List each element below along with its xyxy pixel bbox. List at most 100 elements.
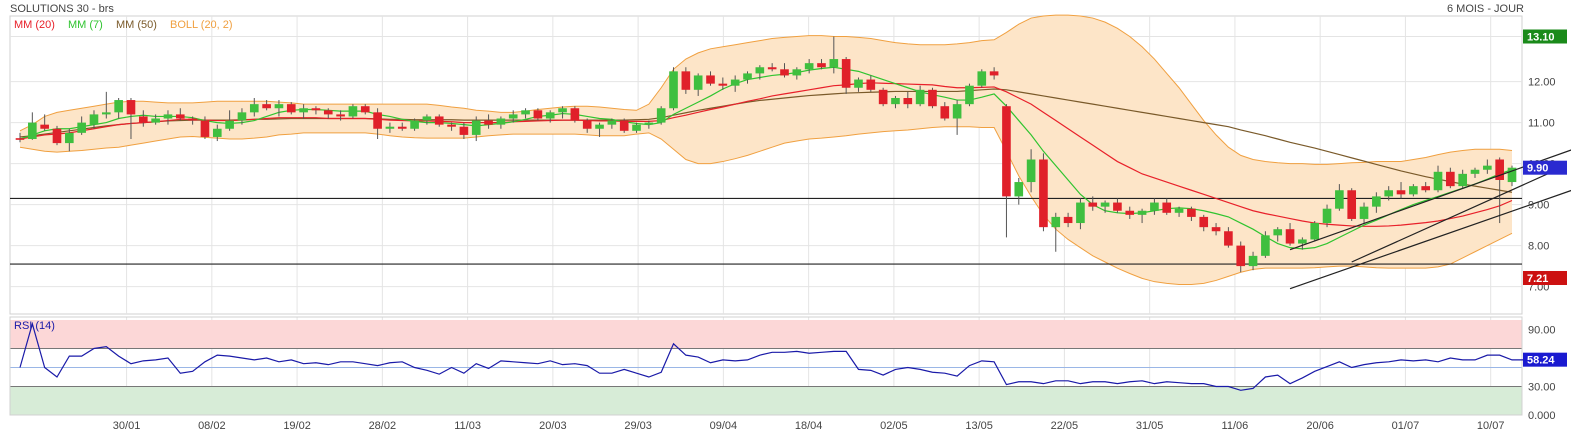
rsi-overbought-zone <box>10 320 1522 349</box>
candle-body <box>570 108 580 121</box>
rsi-oversold-zone <box>10 386 1522 415</box>
candle-body <box>1446 171 1455 187</box>
x-tick-label: 09/04 <box>710 420 738 432</box>
candle-body <box>422 116 432 121</box>
bollinger-band <box>19 14 1513 286</box>
candle-body <box>780 69 789 76</box>
candle-body <box>558 108 567 113</box>
candle-body <box>854 79 863 88</box>
candle-body <box>385 126 395 129</box>
candle-body <box>1174 208 1184 213</box>
x-tick-label: 11/06 <box>1222 420 1249 432</box>
candle-body <box>138 116 148 123</box>
candle-body <box>1248 255 1258 267</box>
legend-boll: BOLL (20, 2) <box>170 19 233 31</box>
candle-body <box>1507 167 1517 183</box>
candle-body <box>1063 216 1073 224</box>
trend-line <box>1289 189 1571 290</box>
candle-body <box>1384 190 1394 197</box>
candle-body <box>1002 106 1011 197</box>
ma50-line <box>19 88 1513 193</box>
candle-body <box>1347 190 1357 219</box>
candle-body <box>619 120 629 131</box>
x-tick-label: 20/06 <box>1306 420 1334 432</box>
candle-body <box>1150 202 1159 211</box>
candle-body <box>952 104 962 119</box>
x-tick-label: 29/03 <box>624 420 652 432</box>
price-tag-label: 7.21 <box>1527 273 1548 285</box>
x-tick-label: 02/05 <box>880 420 908 432</box>
x-tick-label: 31/05 <box>1136 420 1164 432</box>
candle-body <box>28 122 37 139</box>
candle-body <box>977 71 987 86</box>
candle-body <box>459 126 469 135</box>
candle-body <box>1162 202 1172 213</box>
price-tag <box>1523 270 1567 285</box>
candle-body <box>1236 245 1246 267</box>
candle-body <box>200 120 210 137</box>
trend-lines <box>1289 149 1571 290</box>
candle-body <box>1076 202 1085 224</box>
price-frame <box>9 15 1523 315</box>
rsi-value-label: 58.24 <box>1527 355 1555 367</box>
candle-body <box>1495 159 1504 180</box>
candle-body <box>311 108 321 111</box>
candle-body <box>817 63 826 68</box>
x-tick-label: 08/02 <box>198 420 226 432</box>
candle-body <box>582 120 592 129</box>
candle-body <box>151 118 160 123</box>
candle-body <box>410 120 419 129</box>
candle-body <box>1359 206 1369 219</box>
rsi-frame <box>9 316 1523 416</box>
candle-body <box>989 71 999 76</box>
candle-body <box>1014 182 1024 197</box>
candle-body <box>1322 208 1332 224</box>
candle-body <box>126 100 136 115</box>
x-tick-label: 01/07 <box>1392 420 1420 432</box>
candle-body <box>878 89 888 105</box>
candle-body <box>595 124 604 129</box>
candle-body <box>928 89 937 107</box>
candle-body <box>730 79 740 86</box>
bollinger-upper <box>19 14 1513 165</box>
candle-body <box>1211 227 1221 232</box>
candle-body <box>434 116 444 125</box>
rsi-tick-label: 30.00 <box>1528 382 1556 394</box>
price-tag-label: 13.10 <box>1527 32 1555 44</box>
price-tick-label: 9.00 <box>1528 200 1549 212</box>
candle-body <box>656 108 666 123</box>
rsi-title: RSI (14) <box>14 320 55 332</box>
candle-body <box>40 124 49 129</box>
candle-body <box>114 100 123 113</box>
candle-body <box>632 124 641 131</box>
legend-ma50: MM (50) <box>116 19 157 31</box>
x-tick-label: 11/03 <box>454 420 481 432</box>
candle-body <box>1396 190 1406 195</box>
candle-body <box>237 112 247 121</box>
x-tick-label: 13/05 <box>965 420 993 432</box>
candle-body <box>484 120 493 125</box>
price-tick-label: 8.00 <box>1528 241 1549 253</box>
candle-body <box>101 112 111 115</box>
x-tick-label: 22/05 <box>1051 420 1079 432</box>
candle-body <box>1137 210 1147 215</box>
x-tick-label: 20/03 <box>539 420 567 432</box>
candle-body <box>743 73 752 80</box>
candle-body <box>693 75 703 90</box>
candle-body <box>323 110 333 115</box>
candle-body <box>1433 171 1443 191</box>
candle-body <box>545 112 555 119</box>
candle-body <box>841 59 851 88</box>
candle-body <box>1458 173 1467 187</box>
candle-body <box>1470 169 1480 174</box>
candle-body <box>286 104 296 113</box>
candle-body <box>249 104 259 113</box>
price-tag-label: 9.90 <box>1527 163 1548 175</box>
candle-body <box>1273 229 1283 236</box>
x-tick-label: 10/07 <box>1477 420 1505 432</box>
candle-body <box>1026 159 1036 183</box>
x-tick-label: 28/02 <box>369 420 397 432</box>
rsi-tick-label: 0.000 <box>1528 410 1556 422</box>
